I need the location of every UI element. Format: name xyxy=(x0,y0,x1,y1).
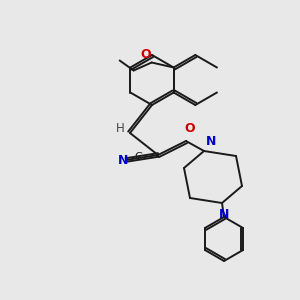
Text: O: O xyxy=(185,122,195,135)
Text: H: H xyxy=(116,122,124,136)
Text: N: N xyxy=(219,208,229,221)
Text: C: C xyxy=(134,152,142,162)
Text: N: N xyxy=(206,135,216,148)
Text: N: N xyxy=(118,154,128,167)
Text: O: O xyxy=(140,49,151,62)
